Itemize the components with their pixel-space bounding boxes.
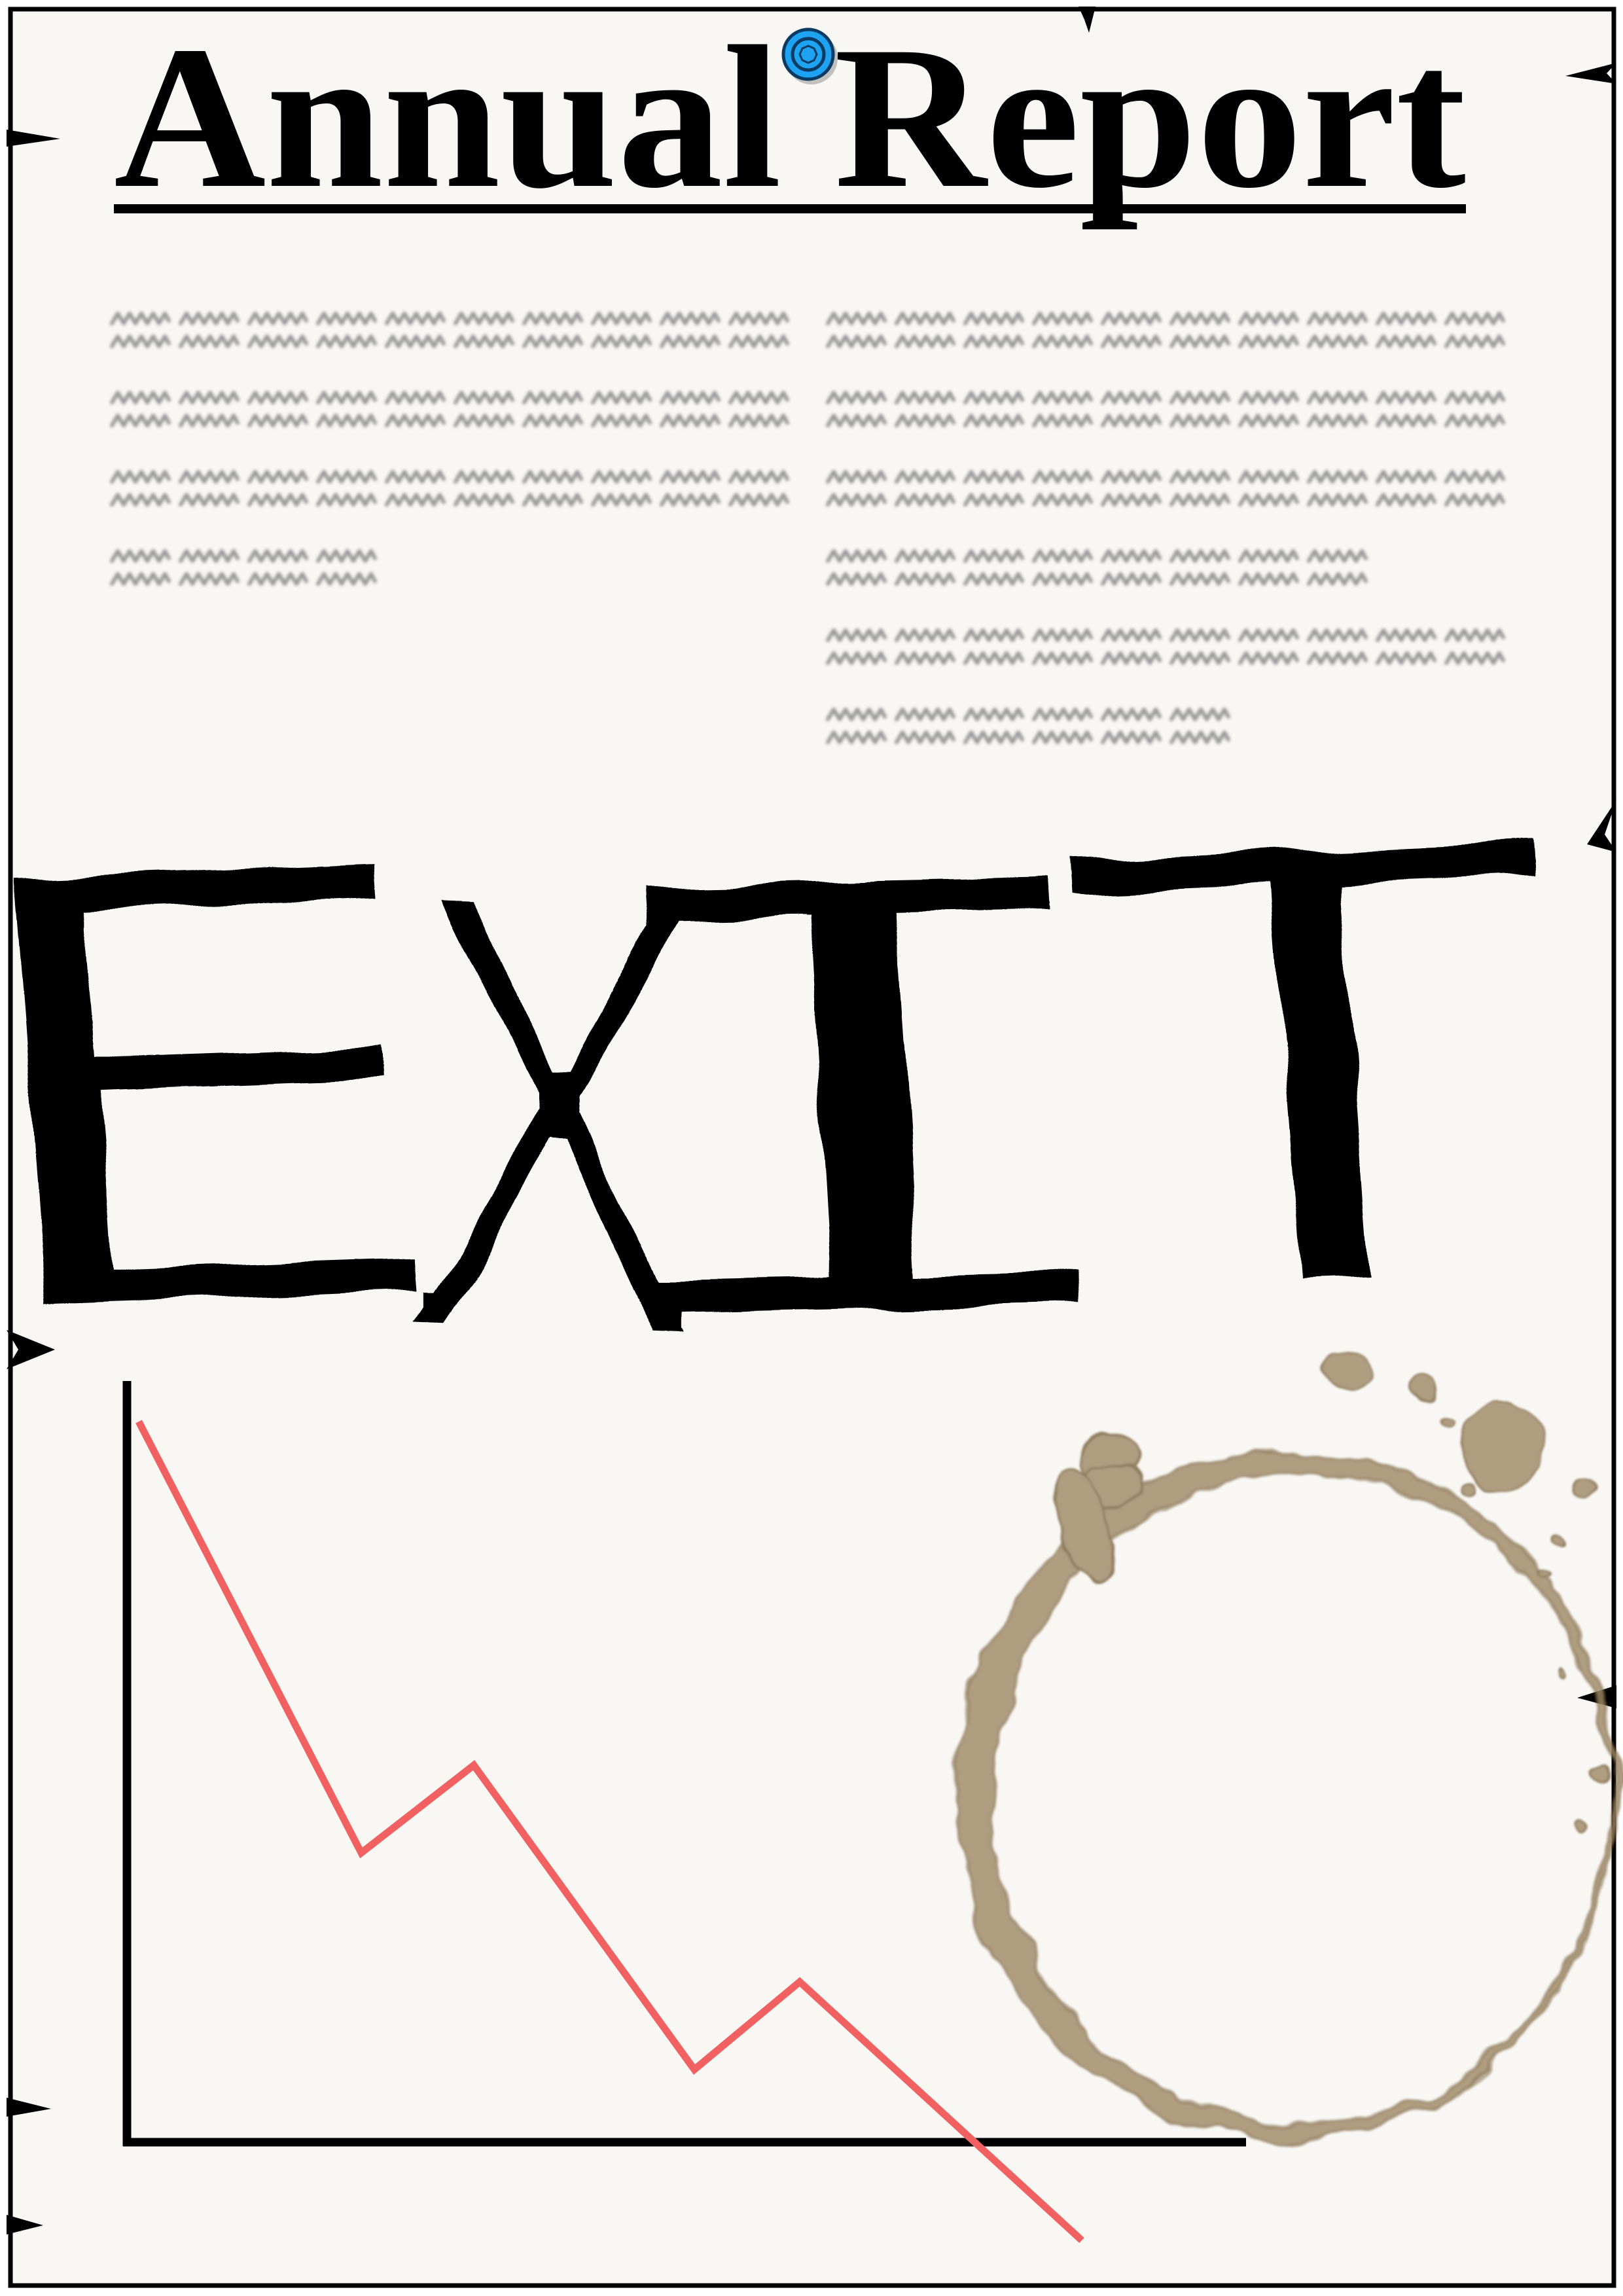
placeholder-text-line [826, 309, 1513, 353]
coffee-stain [954, 1350, 1619, 2141]
headline-letter: I [543, 738, 1196, 1467]
placeholder-text-line [826, 388, 1513, 433]
coffee-splatter-dot [1562, 1669, 1573, 1679]
coffee-splatter-dot [1572, 1480, 1596, 1503]
exit-headline: EXIT [0, 704, 1601, 1487]
coffee-splatter-dot [1537, 1567, 1548, 1577]
coffee-splatter-dot [1321, 1350, 1376, 1392]
coffee-splatter-dot [1587, 1767, 1607, 1787]
torn-edge-mark [7, 2215, 43, 2234]
placeholder-text-line [110, 388, 797, 433]
coffee-splatter-dot [1440, 1414, 1455, 1429]
pushpin-ring [791, 37, 826, 72]
placeholder-text-line [110, 467, 797, 512]
coffee-splatter-dot [1573, 1814, 1586, 1827]
title-underline [114, 204, 1466, 213]
placeholder-text-block-left [110, 309, 797, 591]
headline-letter: X [385, 768, 726, 1487]
coffee-splatter [1321, 1350, 1607, 1827]
trend-line [135, 1420, 1084, 2244]
placeholder-text-line [110, 309, 797, 353]
coffee-ring-outer-rim [954, 1447, 1619, 2141]
torn-edge-mark [1565, 63, 1616, 84]
torn-edge-mark [7, 1330, 55, 1369]
coffee-ring-inner-rim [991, 1471, 1613, 2126]
torn-edge-mark [1079, 7, 1096, 33]
placeholder-text-line [826, 547, 1376, 591]
torn-edge-mark [1587, 800, 1616, 852]
placeholder-text-line [826, 626, 1513, 670]
pushpin-icon [781, 27, 838, 84]
placeholder-text-block-right [826, 309, 1513, 749]
headline-letter: E [0, 725, 490, 1460]
headline-letter: T [1048, 704, 1601, 1439]
coffee-splatter-dot [1414, 1376, 1440, 1403]
coffee-splatter-dot [1460, 1479, 1478, 1498]
torn-edge-mark [7, 2098, 51, 2117]
decline-chart [122, 1381, 1246, 2244]
coffee-splatter-dot [1459, 1400, 1548, 1489]
torn-edge-mark [7, 130, 60, 147]
coffee-drip [1048, 1431, 1148, 1583]
placeholder-text-line [826, 705, 1238, 749]
coffee-splatter-dot [1548, 1529, 1561, 1542]
placeholder-text-line [826, 467, 1513, 512]
placeholder-text-line [110, 547, 385, 591]
paper-border [8, 7, 1616, 2288]
pushpin-center [798, 45, 818, 64]
coffee-drip-lobe [1048, 1467, 1118, 1583]
